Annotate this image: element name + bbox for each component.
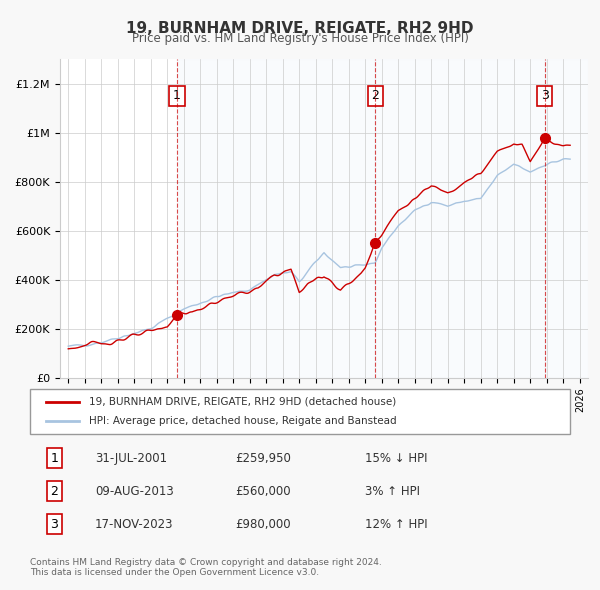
Bar: [376, 59, 545, 378]
Text: 15% ↓ HPI: 15% ↓ HPI: [365, 451, 427, 465]
FancyBboxPatch shape: [30, 389, 570, 434]
Bar: [545, 59, 588, 378]
Text: 17-NOV-2023: 17-NOV-2023: [95, 517, 173, 531]
Text: £980,000: £980,000: [235, 517, 291, 531]
Text: 09-AUG-2013: 09-AUG-2013: [95, 484, 173, 498]
Text: 1: 1: [50, 451, 58, 465]
Text: £560,000: £560,000: [235, 484, 291, 498]
Text: HPI: Average price, detached house, Reigate and Banstead: HPI: Average price, detached house, Reig…: [89, 417, 397, 426]
Bar: [177, 59, 376, 378]
Text: 1: 1: [173, 89, 181, 102]
Text: 19, BURNHAM DRIVE, REIGATE, RH2 9HD: 19, BURNHAM DRIVE, REIGATE, RH2 9HD: [126, 21, 474, 35]
Text: This data is licensed under the Open Government Licence v3.0.: This data is licensed under the Open Gov…: [30, 568, 319, 576]
Text: 2: 2: [50, 484, 58, 498]
Text: 3: 3: [541, 89, 549, 102]
Text: 19, BURNHAM DRIVE, REIGATE, RH2 9HD (detached house): 19, BURNHAM DRIVE, REIGATE, RH2 9HD (det…: [89, 397, 397, 407]
Text: 3% ↑ HPI: 3% ↑ HPI: [365, 484, 420, 498]
Text: £259,950: £259,950: [235, 451, 291, 465]
Text: Price paid vs. HM Land Registry's House Price Index (HPI): Price paid vs. HM Land Registry's House …: [131, 32, 469, 45]
Text: 12% ↑ HPI: 12% ↑ HPI: [365, 517, 427, 531]
Text: Contains HM Land Registry data © Crown copyright and database right 2024.: Contains HM Land Registry data © Crown c…: [30, 558, 382, 566]
Text: 31-JUL-2001: 31-JUL-2001: [95, 451, 167, 465]
Text: 3: 3: [50, 517, 58, 531]
Text: 2: 2: [371, 89, 379, 102]
